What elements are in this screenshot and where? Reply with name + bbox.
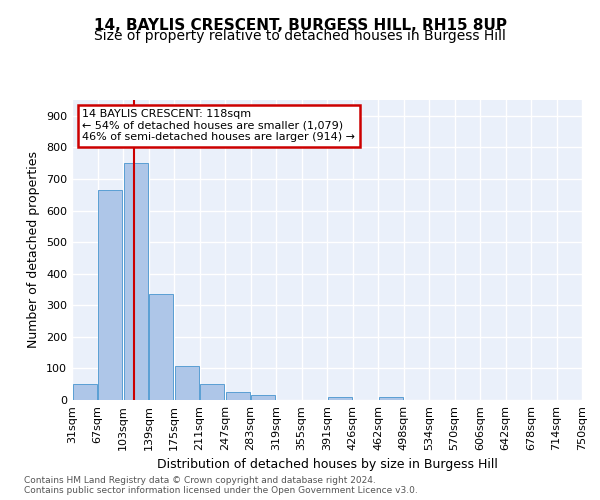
- Bar: [379, 398, 403, 400]
- X-axis label: Distribution of detached houses by size in Burgess Hill: Distribution of detached houses by size …: [157, 458, 497, 471]
- Text: 14 BAYLIS CRESCENT: 118sqm
← 54% of detached houses are smaller (1,079)
46% of s: 14 BAYLIS CRESCENT: 118sqm ← 54% of deta…: [82, 109, 355, 142]
- Bar: [98, 190, 122, 400]
- Bar: [149, 294, 173, 400]
- Bar: [175, 366, 199, 400]
- Bar: [251, 395, 275, 400]
- Bar: [200, 384, 224, 400]
- Text: Contains HM Land Registry data © Crown copyright and database right 2024.
Contai: Contains HM Land Registry data © Crown c…: [24, 476, 418, 495]
- Text: Size of property relative to detached houses in Burgess Hill: Size of property relative to detached ho…: [94, 29, 506, 43]
- Text: 14, BAYLIS CRESCENT, BURGESS HILL, RH15 8UP: 14, BAYLIS CRESCENT, BURGESS HILL, RH15 …: [94, 18, 506, 32]
- Bar: [226, 392, 250, 400]
- Y-axis label: Number of detached properties: Number of detached properties: [28, 152, 40, 348]
- Bar: [328, 398, 352, 400]
- Bar: [73, 384, 97, 400]
- Bar: [124, 163, 148, 400]
